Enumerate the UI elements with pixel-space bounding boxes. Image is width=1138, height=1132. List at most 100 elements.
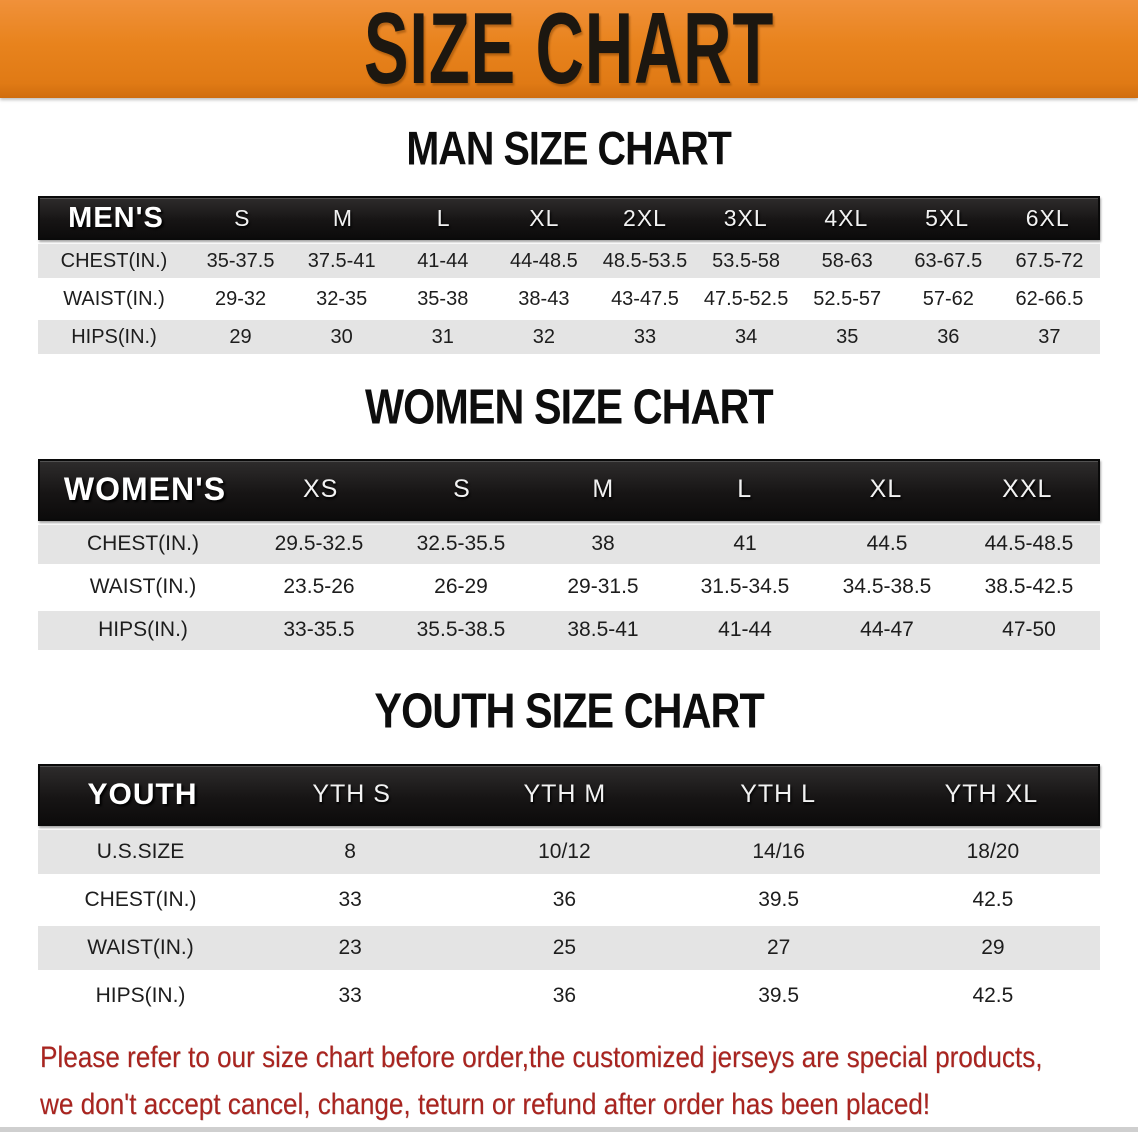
size-value-cell: 38-43	[518, 287, 570, 310]
size-column-header: 6XL	[1025, 204, 1070, 231]
size-value-cell: 57-62	[922, 287, 974, 310]
size-value-cell: 8	[344, 839, 356, 863]
table-header-row: MEN'S S M L XL 2XL 3XL 4XL 5XL 6XL	[38, 196, 1100, 241]
man-size-chart-title: MAN SIZE CHART	[0, 98, 1138, 196]
bottom-border	[0, 1127, 1138, 1132]
size-column-header: XXL	[1002, 475, 1053, 504]
size-value-cell: 58-63	[821, 249, 873, 272]
table-row: HIPS(IN.) 33-35.5 35.5-38.5 38.5-41 41-44 44-…	[38, 610, 1100, 650]
size-column-header: M	[592, 475, 615, 504]
size-value-cell: 27	[766, 935, 791, 959]
row-label: HIPS(IN.)	[71, 325, 157, 348]
table-header-label: YOUTH	[87, 777, 198, 811]
youth-size-table: YOUTH YTH S YTH M YTH L YTH XL U.S.SIZE 8 10/12…	[38, 763, 1100, 1018]
size-value-cell: 35-38	[417, 287, 469, 310]
row-label: HIPS(IN.)	[98, 618, 188, 642]
size-value-cell: 42.5	[972, 887, 1014, 911]
size-value-cell: 26-29	[434, 575, 488, 599]
size-value-cell: 29-32	[214, 287, 267, 310]
disclaimer-line-2: we don't accept cancel, change, teturn o…	[40, 1087, 931, 1121]
size-column-header: L	[436, 204, 451, 231]
size-value-cell: 39.5	[758, 983, 800, 1007]
section-title-text: WOMEN SIZE CHART	[365, 380, 774, 436]
size-value-cell: 30	[330, 325, 353, 348]
women-size-chart-title: WOMEN SIZE CHART	[0, 354, 1138, 458]
size-value-cell: 32.5-35.5	[416, 532, 506, 556]
size-value-cell: 41-44	[718, 618, 772, 642]
size-value-cell: 47.5-52.5	[703, 287, 789, 310]
man-size-table: MEN'S S M L XL 2XL 3XL 4XL 5XL 6XL CHEST(IN.) 35-37…	[38, 196, 1100, 355]
women-size-section: WOMEN SIZE CHART WOMEN'S XS S M L XL XXL CHEST(…	[0, 354, 1138, 650]
size-value-cell: 35	[836, 325, 859, 348]
row-label: CHEST(IN.)	[84, 887, 197, 911]
size-value-cell: 44-47	[860, 618, 914, 642]
size-column-header: 3XL	[723, 204, 768, 231]
size-value-cell: 23.5-26	[283, 575, 355, 599]
size-value-cell: 53.5-58	[712, 249, 781, 272]
size-value-cell: 29	[981, 935, 1005, 959]
table-header-row: YOUTH YTH S YTH M YTH L YTH XL	[38, 763, 1100, 826]
size-column-header: XL	[869, 475, 903, 504]
row-label: WAIST(IN.)	[63, 287, 165, 310]
size-value-cell: 33	[338, 983, 362, 1007]
table-row: CHEST(IN.) 33 36 39.5 42.5	[38, 877, 1100, 922]
table-row: CHEST(IN.) 29.5-32.5 32.5-35.5 38 41 44.5 44.5…	[38, 524, 1100, 564]
size-value-cell: 33	[633, 325, 657, 348]
size-value-cell: 35.5-38.5	[416, 618, 506, 642]
size-value-cell: 31	[431, 325, 454, 348]
table-row: U.S.SIZE 8 10/12 14/16 18/20	[38, 829, 1100, 874]
size-value-cell: 36	[552, 887, 577, 911]
size-value-cell: 44.5	[866, 532, 908, 556]
size-value-cell: 63-67.5	[914, 249, 983, 272]
size-value-cell: 42.5	[972, 983, 1014, 1007]
row-label: CHEST(IN.)	[60, 249, 168, 272]
man-size-section: MAN SIZE CHART MEN'S S M L XL 2XL 3XL 4XL 5XL 6XL…	[0, 98, 1138, 355]
row-label: CHEST(IN.)	[87, 532, 199, 556]
banner-title: SIZE CHART	[363, 0, 775, 106]
table-row: HIPS(IN.) 33 36 39.5 42.5	[38, 973, 1100, 1018]
order-disclaimer: Please refer to our size chart before or…	[40, 1034, 1138, 1128]
size-value-cell: 67.5-72	[1015, 249, 1084, 272]
size-column-header: 5XL	[925, 204, 969, 231]
row-label: HIPS(IN.)	[95, 983, 186, 1007]
section-title-text: MAN SIZE CHART	[406, 122, 733, 175]
youth-size-chart-title: YOUTH SIZE CHART	[0, 650, 1138, 764]
size-column-header: 4XL	[824, 204, 869, 231]
size-value-cell: 33-35.5	[283, 618, 355, 642]
size-value-cell: 33	[338, 887, 362, 911]
size-column-header: S	[453, 475, 471, 504]
size-value-cell: 32	[532, 325, 555, 348]
size-value-cell: 44.5-48.5	[984, 532, 1074, 556]
size-value-cell: 36	[937, 325, 960, 348]
table-header-label: MEN'S	[68, 201, 164, 234]
size-value-cell: 34.5-38.5	[842, 575, 932, 599]
size-value-cell: 34	[734, 325, 758, 348]
size-value-cell: 31.5-34.5	[700, 575, 790, 599]
table-row: HIPS(IN.) 29 30 31 32 33 34 35 36 37	[38, 320, 1100, 355]
size-column-header: L	[737, 475, 753, 504]
disclaimer-line-1: Please refer to our size chart before or…	[40, 1040, 1043, 1074]
size-column-header: YTH XL	[944, 780, 1039, 809]
size-value-cell: 39.5	[758, 887, 800, 911]
size-value-cell: 37.5-41	[307, 249, 376, 272]
size-value-cell: 32-35	[316, 287, 368, 310]
size-value-cell: 47-50	[1002, 618, 1056, 642]
size-value-cell: 10/12	[538, 839, 591, 863]
size-column-header: XL	[529, 204, 560, 231]
women-size-table: WOMEN'S XS S M L XL XXL CHEST(IN.) 29.5-32.5 32.5…	[38, 458, 1100, 650]
table-row: CHEST(IN.) 35-37.5 37.5-41 41-44 44-48.5 48.5…	[38, 244, 1100, 279]
size-value-cell: 23	[338, 935, 362, 959]
size-column-header: 2XL	[623, 204, 667, 231]
table-row: WAIST(IN.) 23 25 27 29	[38, 925, 1100, 970]
size-value-cell: 43-47.5	[611, 287, 679, 310]
row-label: WAIST(IN.)	[87, 935, 194, 959]
size-value-cell: 25	[552, 935, 577, 959]
size-value-cell: 38	[591, 532, 615, 556]
size-column-header: M	[332, 204, 354, 231]
size-value-cell: 36	[552, 983, 577, 1007]
size-chart-banner: SIZE CHART	[0, 0, 1138, 106]
size-value-cell: 14/16	[752, 839, 805, 863]
size-value-cell: 38.5-41	[567, 618, 639, 642]
row-label: U.S.SIZE	[96, 839, 185, 863]
size-value-cell: 48.5-53.5	[602, 249, 688, 272]
